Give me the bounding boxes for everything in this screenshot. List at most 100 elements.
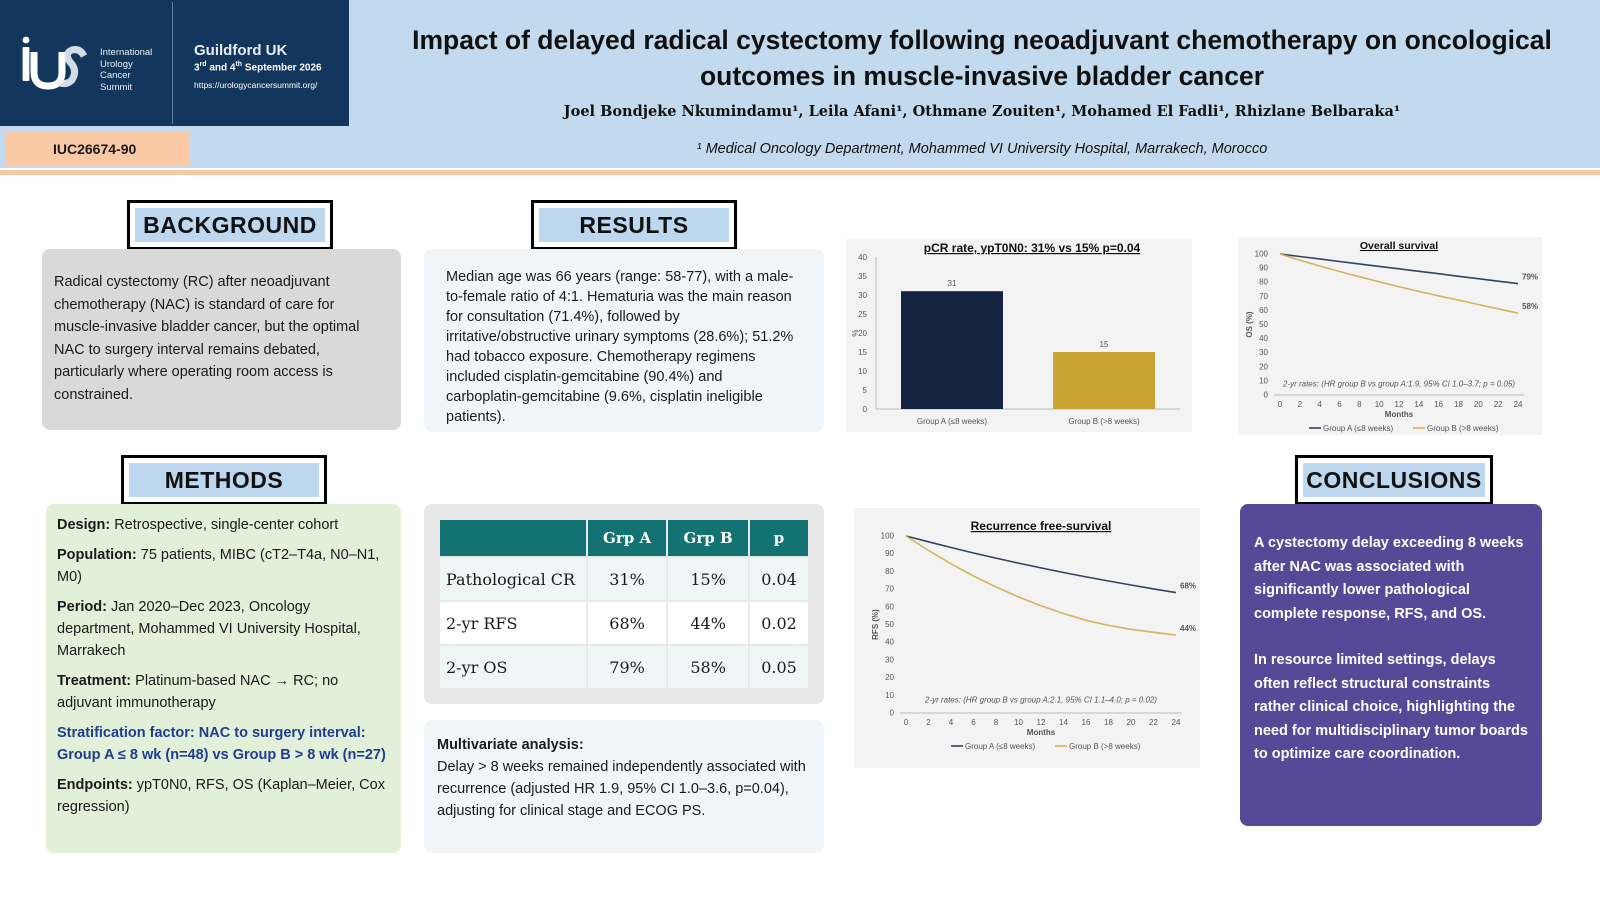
iucs-logo-icon	[22, 36, 88, 90]
multivariate-panel: Multivariate analysis: Delay > 8 weeks r…	[424, 720, 824, 853]
x-tick-label: 8	[1357, 400, 1362, 409]
conclusions-panel: A cystectomy delay exceeding 8 weeks aft…	[1240, 504, 1542, 826]
x-tick-label: 12	[1037, 718, 1046, 727]
x-tick-label: 22	[1149, 718, 1158, 727]
y-tick-label: 90	[1259, 264, 1268, 273]
legend-label: Group B (>8 weeks)	[1427, 424, 1499, 433]
methods-population: Population: 75 patients, MIBC (cT2–T4a, …	[57, 547, 380, 585]
y-tick-label: 0	[863, 405, 868, 414]
conference-url[interactable]: https://urologycancersummit.org/	[194, 80, 318, 90]
x-tick-label: 20	[1474, 400, 1483, 409]
x-tick-label: 10	[1014, 718, 1023, 727]
y-tick-label: 30	[1259, 348, 1268, 357]
end-label: 44%	[1180, 624, 1196, 633]
overall-survival-chart: Overall survival 0 10 20 30 40 50 60 70 80 90 100 0 2…	[1245, 240, 1538, 433]
poster-title: Impact of delayed radical cystectomy fol…	[412, 25, 1552, 91]
logo-divider	[172, 2, 173, 124]
bar	[901, 291, 1003, 409]
table-header-row: Grp A Grp B p	[440, 520, 808, 556]
table-header-cell	[440, 520, 586, 556]
table-row: 2-yr RFS 68% 44% 0.02	[440, 602, 808, 644]
table-cell: 0.05	[750, 646, 808, 688]
y-axis-label: %	[851, 329, 860, 336]
methods-treatment: Treatment: Platinum-based NAC → RC; no a…	[57, 673, 339, 711]
y-tick-label: 40	[885, 638, 894, 647]
methods-panel: Design: Retrospective, single-center coh…	[46, 504, 401, 853]
results-text: Median age was 66 years (range: 58-77), …	[446, 269, 794, 425]
series-line	[905, 535, 1177, 594]
y-tick-label: 50	[1259, 320, 1268, 329]
background-heading: BACKGROUND	[127, 200, 333, 250]
data-label: 15	[1100, 340, 1109, 349]
y-tick-label: 50	[885, 620, 894, 629]
x-tick-label: 14	[1414, 400, 1423, 409]
x-tick-label: 0	[904, 718, 909, 727]
x-tick-label: 10	[1375, 400, 1384, 409]
x-tick-label: 16	[1434, 400, 1443, 409]
table-row: 2-yr OS 79% 58% 0.05	[440, 646, 808, 688]
pcr-bar-chart-panel: pCR rate, ypT0N0: 31% vs 15% p=0.04 0 5 10 1…	[846, 239, 1192, 432]
x-tick-label: Group A (≤8 weeks)	[917, 417, 988, 426]
conclusions-heading: CONCLUSIONS	[1295, 455, 1493, 505]
y-tick-label: 30	[885, 655, 894, 664]
table-header-cell: p	[750, 520, 808, 556]
table-cell: 2-yr RFS	[440, 602, 586, 644]
chart-annotation: 2-yr rates: (HR group B vs group A:2.1, …	[924, 695, 1157, 704]
x-axis-label: Months	[1385, 410, 1414, 419]
x-tick-label: 18	[1454, 400, 1463, 409]
x-tick-label: 22	[1494, 400, 1503, 409]
table-cell: 31%	[588, 558, 667, 600]
y-tick-label: 70	[1259, 292, 1268, 301]
end-label: 58%	[1522, 302, 1538, 311]
affiliation: ¹ Medical Oncology Department, Mohammed …	[696, 141, 1268, 157]
y-tick-label: 60	[1259, 306, 1268, 315]
author-list: Joel Bondjeke Nkumindamu¹, Leila Afani¹,…	[563, 103, 1401, 120]
x-axis-label: Months	[1027, 728, 1056, 737]
pcr-bar-chart: pCR rate, ypT0N0: 31% vs 15% p=0.04 0 5 10 1…	[851, 241, 1180, 426]
results-table: Grp A Grp B p Pathological CR 31% 15% 0.…	[438, 518, 810, 690]
multivariate-label: Multivariate analysis:	[437, 737, 584, 753]
methods-endpoints: Endpoints: ypT0N0, RFS, OS (Kaplan–Meier…	[57, 777, 385, 815]
y-tick-label: 100	[1255, 250, 1269, 259]
chart-title: Overall survival	[1360, 240, 1438, 252]
x-tick-label: 6	[971, 718, 976, 727]
table-cell: 58%	[668, 646, 749, 688]
y-tick-label: 60	[885, 602, 894, 611]
background-panel: Radical cystectomy (RC) after neoadjuvan…	[42, 249, 401, 430]
conference-logo: International Urology Cancer Summit Guil…	[0, 0, 349, 126]
y-tick-label: 20	[885, 673, 894, 682]
poster-header: International Urology Cancer Summit Guil…	[0, 0, 1600, 168]
methods-stratification: Stratification factor: NAC to surgery in…	[57, 725, 386, 763]
y-tick-label: 90	[885, 549, 894, 558]
conclusions-paragraph: In resource limited settings, delays oft…	[1254, 652, 1528, 762]
y-tick-label: 35	[858, 272, 867, 281]
table-cell: 15%	[668, 558, 749, 600]
legend-label: Group B (>8 weeks)	[1069, 742, 1141, 751]
logo-org-name: International Urology Cancer Summit	[100, 47, 153, 93]
x-tick-label: 2	[1298, 400, 1303, 409]
conclusions-paragraph: A cystectomy delay exceeding 8 weeks aft…	[1254, 535, 1524, 622]
results-heading: RESULTS	[531, 200, 737, 250]
y-tick-label: 80	[1259, 278, 1268, 287]
y-tick-label: 80	[885, 567, 894, 576]
y-tick-label: 70	[885, 585, 894, 594]
y-axis-label: OS (%)	[1245, 311, 1254, 338]
table-cell: 79%	[588, 646, 667, 688]
y-tick-label: 20	[1259, 362, 1268, 371]
conference-city: Guildford UK	[194, 42, 288, 59]
y-tick-label: 5	[863, 386, 868, 395]
results-table-panel: Grp A Grp B p Pathological CR 31% 15% 0.…	[424, 504, 824, 704]
table-cell: 2-yr OS	[440, 646, 586, 688]
chart-title: Recurrence free-survival	[971, 519, 1112, 533]
abstract-id-badge: IUC26674-90	[6, 132, 189, 165]
table-cell: 0.04	[750, 558, 808, 600]
table-header-cell: Grp A	[588, 520, 667, 556]
x-tick-label: 20	[1127, 718, 1136, 727]
header-stripe	[0, 170, 1600, 175]
x-tick-label: 6	[1337, 400, 1342, 409]
x-tick-label: 18	[1104, 718, 1113, 727]
table-cell: 68%	[588, 602, 667, 644]
x-tick-label: 4	[949, 718, 954, 727]
series-line	[1279, 253, 1519, 314]
end-label: 79%	[1522, 273, 1538, 282]
